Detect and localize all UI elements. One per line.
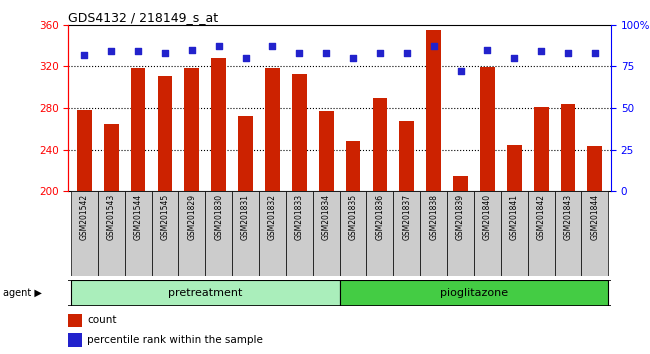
Bar: [238, 116, 253, 191]
Point: [133, 48, 143, 54]
Bar: [399, 121, 414, 191]
Text: GSM201542: GSM201542: [80, 194, 89, 240]
Text: GSM201839: GSM201839: [456, 194, 465, 240]
Point: [402, 50, 412, 56]
Text: GSM201831: GSM201831: [241, 194, 250, 240]
Text: count: count: [87, 315, 117, 325]
Point: [428, 44, 439, 49]
FancyBboxPatch shape: [582, 191, 608, 276]
Bar: [104, 124, 119, 191]
Bar: [534, 107, 549, 191]
Bar: [185, 68, 200, 191]
FancyBboxPatch shape: [286, 191, 313, 276]
FancyBboxPatch shape: [339, 191, 367, 276]
FancyBboxPatch shape: [554, 191, 582, 276]
Point: [536, 48, 547, 54]
Point: [509, 55, 519, 61]
Text: GSM201838: GSM201838: [429, 194, 438, 240]
Bar: [292, 74, 307, 191]
Text: GSM201829: GSM201829: [187, 194, 196, 240]
FancyBboxPatch shape: [313, 191, 339, 276]
Bar: [131, 68, 146, 191]
Text: GSM201545: GSM201545: [161, 194, 170, 240]
Text: GSM201833: GSM201833: [295, 194, 304, 240]
Bar: [346, 141, 361, 191]
Text: GSM201844: GSM201844: [590, 194, 599, 240]
Text: percentile rank within the sample: percentile rank within the sample: [87, 335, 263, 345]
Point: [213, 44, 224, 49]
FancyBboxPatch shape: [501, 191, 528, 276]
Point: [375, 50, 385, 56]
Text: pioglitazone: pioglitazone: [440, 288, 508, 298]
Point: [79, 52, 90, 58]
Text: GSM201835: GSM201835: [348, 194, 358, 240]
Text: GSM201836: GSM201836: [376, 194, 384, 240]
Text: GSM201843: GSM201843: [564, 194, 573, 240]
FancyBboxPatch shape: [528, 191, 554, 276]
Point: [106, 48, 116, 54]
Text: GSM201840: GSM201840: [483, 194, 492, 240]
Text: GSM201834: GSM201834: [322, 194, 331, 240]
Bar: [68, 314, 82, 327]
Text: GSM201543: GSM201543: [107, 194, 116, 240]
Point: [187, 47, 197, 53]
FancyBboxPatch shape: [232, 191, 259, 276]
Text: GSM201830: GSM201830: [214, 194, 223, 240]
Bar: [507, 145, 522, 191]
FancyBboxPatch shape: [125, 191, 151, 276]
Bar: [560, 104, 575, 191]
Text: agent ▶: agent ▶: [3, 288, 42, 298]
Bar: [318, 111, 333, 191]
Bar: [480, 67, 495, 191]
Bar: [265, 68, 280, 191]
Text: GSM201832: GSM201832: [268, 194, 277, 240]
Point: [267, 44, 278, 49]
Text: GSM201842: GSM201842: [537, 194, 545, 240]
Bar: [211, 58, 226, 191]
Bar: [68, 333, 82, 347]
Point: [590, 50, 600, 56]
FancyBboxPatch shape: [71, 191, 97, 276]
Bar: [372, 98, 387, 191]
FancyBboxPatch shape: [447, 191, 474, 276]
Text: GDS4132 / 218149_s_at: GDS4132 / 218149_s_at: [68, 11, 218, 24]
Text: pretreatment: pretreatment: [168, 288, 242, 298]
Text: GSM201544: GSM201544: [134, 194, 142, 240]
FancyBboxPatch shape: [339, 280, 608, 306]
Point: [482, 47, 493, 53]
Point: [321, 50, 332, 56]
Bar: [426, 30, 441, 191]
Point: [160, 50, 170, 56]
Text: GSM201841: GSM201841: [510, 194, 519, 240]
FancyBboxPatch shape: [474, 191, 501, 276]
Point: [294, 50, 304, 56]
Bar: [77, 110, 92, 191]
FancyBboxPatch shape: [421, 191, 447, 276]
FancyBboxPatch shape: [393, 191, 421, 276]
FancyBboxPatch shape: [98, 191, 125, 276]
Point: [240, 55, 251, 61]
Point: [563, 50, 573, 56]
FancyBboxPatch shape: [71, 280, 339, 306]
Text: GSM201837: GSM201837: [402, 194, 411, 240]
Bar: [588, 147, 603, 191]
Bar: [453, 176, 468, 191]
FancyBboxPatch shape: [151, 191, 178, 276]
FancyBboxPatch shape: [178, 191, 205, 276]
FancyBboxPatch shape: [205, 191, 232, 276]
Point: [348, 55, 358, 61]
FancyBboxPatch shape: [259, 191, 286, 276]
Bar: [157, 76, 172, 191]
FancyBboxPatch shape: [367, 191, 393, 276]
Point: [456, 69, 466, 74]
